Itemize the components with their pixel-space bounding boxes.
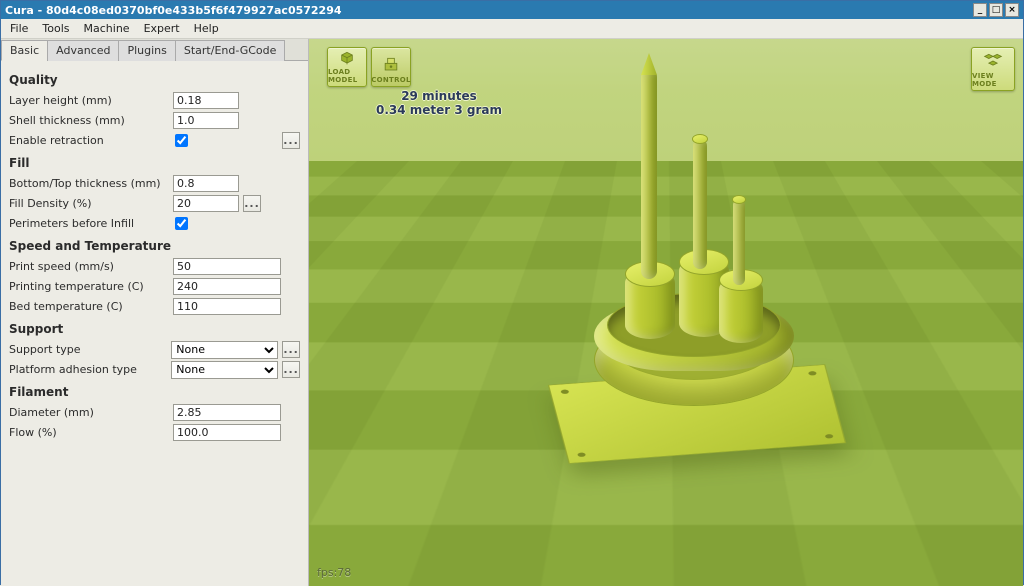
fps-counter: fps:78 <box>317 565 351 580</box>
section-quality: Quality <box>9 73 300 87</box>
tab-gcode[interactable]: Start/End-GCode <box>175 40 286 61</box>
window-minimize-button[interactable]: _ <box>973 3 987 17</box>
checkbox-perimeters-before-infill[interactable] <box>175 217 188 230</box>
label-shell-thickness: Shell thickness (mm) <box>9 114 173 127</box>
section-filament: Filament <box>9 385 300 399</box>
checkbox-enable-retraction[interactable] <box>175 134 188 147</box>
input-shell-thickness[interactable] <box>173 112 239 129</box>
section-support: Support <box>9 322 300 336</box>
print-stats: 29 minutes 0.34 meter 3 gram <box>369 89 509 117</box>
input-filament-diameter[interactable] <box>173 404 281 421</box>
menu-machine[interactable]: Machine <box>77 20 137 37</box>
window-maximize-button[interactable]: □ <box>989 3 1003 17</box>
retraction-settings-button[interactable]: ... <box>282 132 300 149</box>
input-flow[interactable] <box>173 424 281 441</box>
tab-basic[interactable]: Basic <box>1 40 48 61</box>
menu-file[interactable]: File <box>3 20 35 37</box>
window-title: Cura - 80d4c08ed0370bf0e433b5f6f479927ac… <box>5 4 971 17</box>
section-fill: Fill <box>9 156 300 170</box>
control-caption: CONTROL <box>371 76 411 84</box>
menu-help[interactable]: Help <box>187 20 226 37</box>
cube-up-icon <box>336 51 358 67</box>
adhesion-settings-button[interactable]: ... <box>282 361 300 378</box>
input-layer-height[interactable] <box>173 92 239 109</box>
fill-settings-button[interactable]: ... <box>243 195 261 212</box>
label-fill-density: Fill Density (%) <box>9 197 173 210</box>
tab-strip: Basic Advanced Plugins Start/End-GCode <box>1 39 308 61</box>
window-close-button[interactable]: × <box>1005 3 1019 17</box>
window-titlebar: Cura - 80d4c08ed0370bf0e433b5f6f479927ac… <box>1 1 1023 19</box>
fps-label: fps: <box>317 566 337 579</box>
label-print-speed: Print speed (mm/s) <box>9 260 173 273</box>
label-bed-temp: Bed temperature (C) <box>9 300 173 313</box>
input-fill-density[interactable] <box>173 195 239 212</box>
input-bed-temp[interactable] <box>173 298 281 315</box>
label-support-type: Support type <box>9 343 171 356</box>
label-print-temp: Printing temperature (C) <box>9 280 173 293</box>
load-model-button[interactable]: LOAD MODEL <box>327 47 367 87</box>
fps-value: 78 <box>337 566 351 579</box>
load-model-caption: LOAD MODEL <box>328 68 366 84</box>
menubar: File Tools Machine Expert Help <box>1 19 1023 39</box>
view-mode-button[interactable]: VIEW MODE <box>971 47 1015 91</box>
select-platform-adhesion[interactable]: None <box>171 361 278 379</box>
label-enable-retraction: Enable retraction <box>9 134 173 147</box>
input-print-speed[interactable] <box>173 258 281 275</box>
viewport-floor <box>309 39 1023 586</box>
cubes-icon <box>982 51 1004 71</box>
input-bottom-top-thickness[interactable] <box>173 175 239 192</box>
label-bottom-top-thickness: Bottom/Top thickness (mm) <box>9 177 173 190</box>
support-settings-button[interactable]: ... <box>282 341 300 358</box>
menu-tools[interactable]: Tools <box>35 20 76 37</box>
settings-body: Quality Layer height (mm) Shell thicknes… <box>1 61 308 451</box>
print-time: 29 minutes <box>369 89 509 103</box>
input-print-temp[interactable] <box>173 278 281 295</box>
viewport-3d[interactable]: LOAD MODEL CONTROL VIEW MODE 29 minutes … <box>309 39 1023 586</box>
label-perimeters-before-infill: Perimeters before Infill <box>9 217 173 230</box>
select-support-type[interactable]: None <box>171 341 278 359</box>
section-speed-temp: Speed and Temperature <box>9 239 300 253</box>
viewport-grid <box>309 161 1023 586</box>
view-mode-caption: VIEW MODE <box>972 72 1014 88</box>
print-usage: 0.34 meter 3 gram <box>369 103 509 117</box>
label-platform-adhesion: Platform adhesion type <box>9 363 171 376</box>
label-filament-diameter: Diameter (mm) <box>9 406 173 419</box>
settings-panel: Basic Advanced Plugins Start/End-GCode Q… <box>1 39 309 586</box>
tab-plugins[interactable]: Plugins <box>118 40 175 61</box>
control-button[interactable]: CONTROL <box>371 47 411 87</box>
menu-expert[interactable]: Expert <box>137 20 187 37</box>
printer-icon <box>380 55 402 75</box>
label-layer-height: Layer height (mm) <box>9 94 173 107</box>
label-flow: Flow (%) <box>9 426 173 439</box>
tab-advanced[interactable]: Advanced <box>47 40 119 61</box>
